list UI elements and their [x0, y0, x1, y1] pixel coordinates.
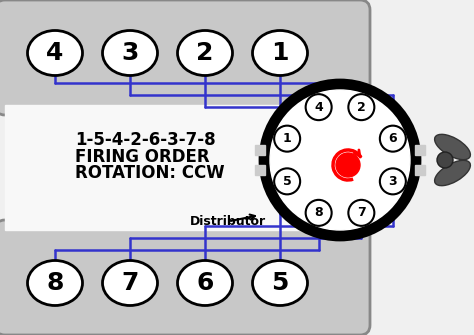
Circle shape [306, 200, 332, 226]
Circle shape [348, 94, 374, 120]
Text: 6: 6 [389, 132, 397, 145]
Bar [255, 165, 265, 175]
Circle shape [306, 94, 332, 120]
Text: 2: 2 [196, 41, 214, 65]
Bar [5, 105, 360, 230]
Circle shape [274, 169, 300, 194]
Circle shape [274, 126, 300, 152]
Text: 7: 7 [357, 206, 366, 219]
Text: 3: 3 [389, 175, 397, 188]
Text: 5: 5 [283, 175, 292, 188]
Text: 8: 8 [314, 206, 323, 219]
Ellipse shape [435, 160, 470, 186]
FancyBboxPatch shape [0, 0, 370, 115]
Text: 8: 8 [46, 271, 64, 295]
Ellipse shape [253, 261, 308, 306]
Bar [415, 145, 425, 155]
Text: 1: 1 [283, 132, 292, 145]
Text: ROTATION: CCW: ROTATION: CCW [75, 164, 225, 182]
FancyBboxPatch shape [0, 220, 370, 335]
Ellipse shape [27, 30, 82, 75]
Text: 2: 2 [357, 100, 366, 114]
Circle shape [336, 153, 360, 177]
Ellipse shape [102, 261, 157, 306]
Text: 3: 3 [121, 41, 139, 65]
Bar [255, 145, 265, 155]
Circle shape [348, 200, 374, 226]
Text: 6: 6 [196, 271, 214, 295]
Circle shape [260, 80, 420, 240]
Text: Distributor: Distributor [190, 214, 266, 228]
Ellipse shape [177, 30, 233, 75]
Text: 1: 1 [271, 41, 289, 65]
Circle shape [380, 169, 406, 194]
Text: FIRING ORDER: FIRING ORDER [75, 148, 210, 166]
Ellipse shape [102, 30, 157, 75]
Text: 5: 5 [271, 271, 289, 295]
Text: 4: 4 [46, 41, 64, 65]
Text: 1-5-4-2-6-3-7-8: 1-5-4-2-6-3-7-8 [75, 131, 216, 149]
Bar [415, 165, 425, 175]
Ellipse shape [253, 30, 308, 75]
Circle shape [437, 152, 453, 168]
Ellipse shape [27, 261, 82, 306]
Text: 7: 7 [121, 271, 139, 295]
Circle shape [380, 126, 406, 152]
Text: 4: 4 [314, 100, 323, 114]
Ellipse shape [435, 134, 470, 160]
Ellipse shape [177, 261, 233, 306]
Circle shape [270, 90, 410, 230]
